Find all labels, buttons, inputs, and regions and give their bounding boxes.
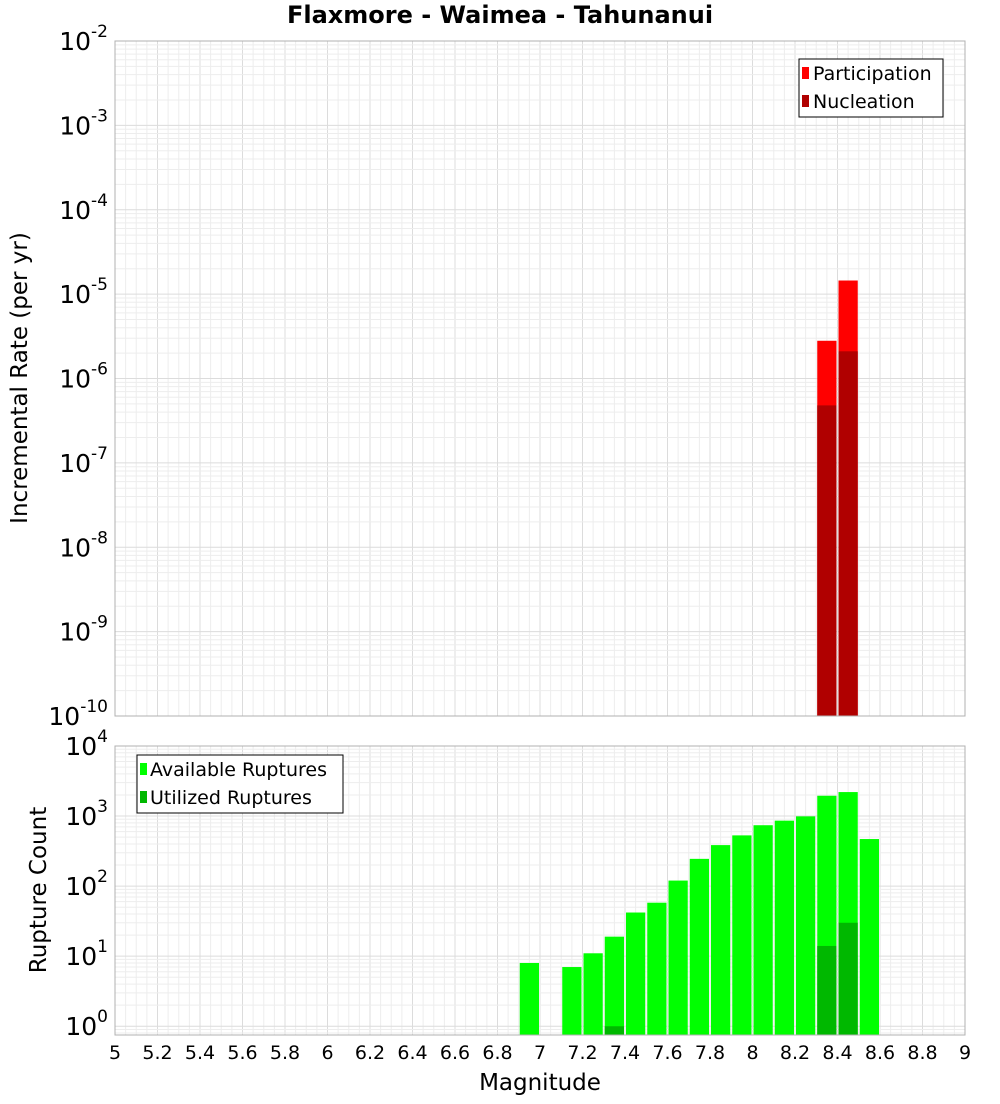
bottom-bar-available-ruptures: [796, 816, 816, 1035]
bottom-bar-available-ruptures: [689, 858, 709, 1035]
x-tick-label: 7.8: [695, 1042, 725, 1064]
x-tick-label: 5.6: [227, 1042, 257, 1064]
x-tick-label: 8.6: [865, 1042, 895, 1064]
bottom-y-axis-label: Rupture Count: [26, 807, 52, 973]
bottom-bar-available-ruptures: [774, 820, 794, 1035]
legend-swatch-utilized: [140, 791, 147, 803]
top-legend-box: [798, 58, 944, 118]
bottom-y-ticks: 100 101 102 103 104: [65, 727, 108, 1041]
x-tick-label: 7: [534, 1042, 546, 1064]
x-tick-label: 6.4: [397, 1042, 427, 1064]
bottom-bar-available-ruptures: [647, 902, 667, 1035]
top-y-tick-label: 10-3: [59, 106, 108, 140]
top-bar-nucleation: [838, 351, 858, 716]
x-tick-label: 6.6: [440, 1042, 470, 1064]
x-tick-label: 8.2: [780, 1042, 810, 1064]
x-tick-label: 6.2: [355, 1042, 385, 1064]
bottom-bar-available-ruptures: [604, 936, 624, 1035]
top-y-tick-label: 10-9: [59, 613, 108, 647]
legend-swatch-available: [140, 763, 147, 775]
top-grid: [114, 40, 966, 717]
top-y-tick-label: 10-5: [59, 275, 108, 309]
top-y-tick-label: 10-6: [59, 360, 108, 394]
legend-label-utilized: Utilized Ruptures: [150, 787, 312, 809]
x-axis-label: Magnitude: [479, 1070, 601, 1096]
bottom-y-tick-label: 103: [65, 797, 108, 831]
x-tick-label: 5: [109, 1042, 121, 1064]
bottom-bar-available-ruptures: [519, 962, 539, 1035]
bottom-y-tick-label: 102: [65, 867, 108, 901]
bottom-bars: [519, 792, 879, 1035]
bottom-legend: Available Ruptures Utilized Ruptures: [136, 754, 344, 814]
top-y-tick-label: 10-10: [48, 697, 108, 731]
legend-swatch-participation: [802, 67, 809, 79]
x-ticks: 5 5.2 5.4 5.6 5.8 6 6.2 6.4 6.6 6.8 7 7.2 7.4 7.6 7.8 8…: [109, 1042, 971, 1064]
x-tick-label: 6: [321, 1042, 333, 1064]
top-bars: [817, 280, 858, 716]
x-tick-label: 9: [959, 1042, 971, 1064]
x-tick-label: 6.8: [482, 1042, 512, 1064]
bottom-legend-box: [136, 754, 344, 814]
legend-swatch-nucleation: [802, 95, 809, 107]
top-bar-nucleation: [817, 405, 837, 716]
top-y-ticks: 10-10 10-9 10-8 10-7 10-6 10-5 10-4 10-3 10-2: [48, 22, 108, 731]
x-tick-label: 7.4: [610, 1042, 640, 1064]
top-y-axis-label: Incremental Rate (per yr): [7, 232, 33, 524]
bottom-y-tick-label: 101: [65, 937, 108, 971]
x-tick-label: 5.8: [270, 1042, 300, 1064]
x-tick-label: 8.4: [822, 1042, 852, 1064]
top-y-tick-label: 10-4: [59, 191, 108, 225]
legend-label-nucleation: Nucleation: [813, 91, 915, 113]
chart-title: Flaxmore - Waimea - Tahunanui: [287, 1, 713, 29]
bottom-plot-frame: [114, 745, 966, 1036]
top-y-tick-label: 10-7: [59, 444, 108, 478]
bottom-bar-available-ruptures: [562, 967, 582, 1035]
x-tick-label: 8.8: [907, 1042, 937, 1064]
bottom-bar-available-ruptures: [626, 912, 646, 1035]
bottom-bar-available-ruptures: [859, 839, 879, 1035]
x-tick-label: 5.2: [142, 1042, 172, 1064]
bottom-bar-utilized-ruptures: [838, 922, 858, 1035]
x-tick-label: 7.2: [567, 1042, 597, 1064]
bottom-bar-available-ruptures: [668, 880, 688, 1035]
x-tick-label: 8: [746, 1042, 758, 1064]
top-y-tick-label: 10-2: [59, 22, 108, 56]
bottom-bar-utilized-ruptures: [817, 945, 837, 1035]
top-plot-frame: [114, 40, 966, 717]
x-tick-label: 5.4: [185, 1042, 215, 1064]
top-y-tick-label: 10-8: [59, 528, 108, 562]
bottom-bar-available-ruptures: [732, 835, 752, 1035]
bottom-y-tick-label: 104: [65, 727, 108, 761]
bottom-bar-available-ruptures: [583, 953, 603, 1035]
top-legend: Participation Nucleation: [798, 58, 944, 118]
x-tick-label: 7.6: [652, 1042, 682, 1064]
legend-label-participation: Participation: [813, 63, 932, 85]
bottom-bar-utilized-ruptures: [604, 1026, 624, 1035]
legend-label-available: Available Ruptures: [150, 759, 327, 781]
bottom-y-tick-label: 100: [65, 1007, 108, 1041]
bottom-bar-available-ruptures: [753, 825, 773, 1035]
bottom-bar-available-ruptures: [711, 845, 731, 1035]
